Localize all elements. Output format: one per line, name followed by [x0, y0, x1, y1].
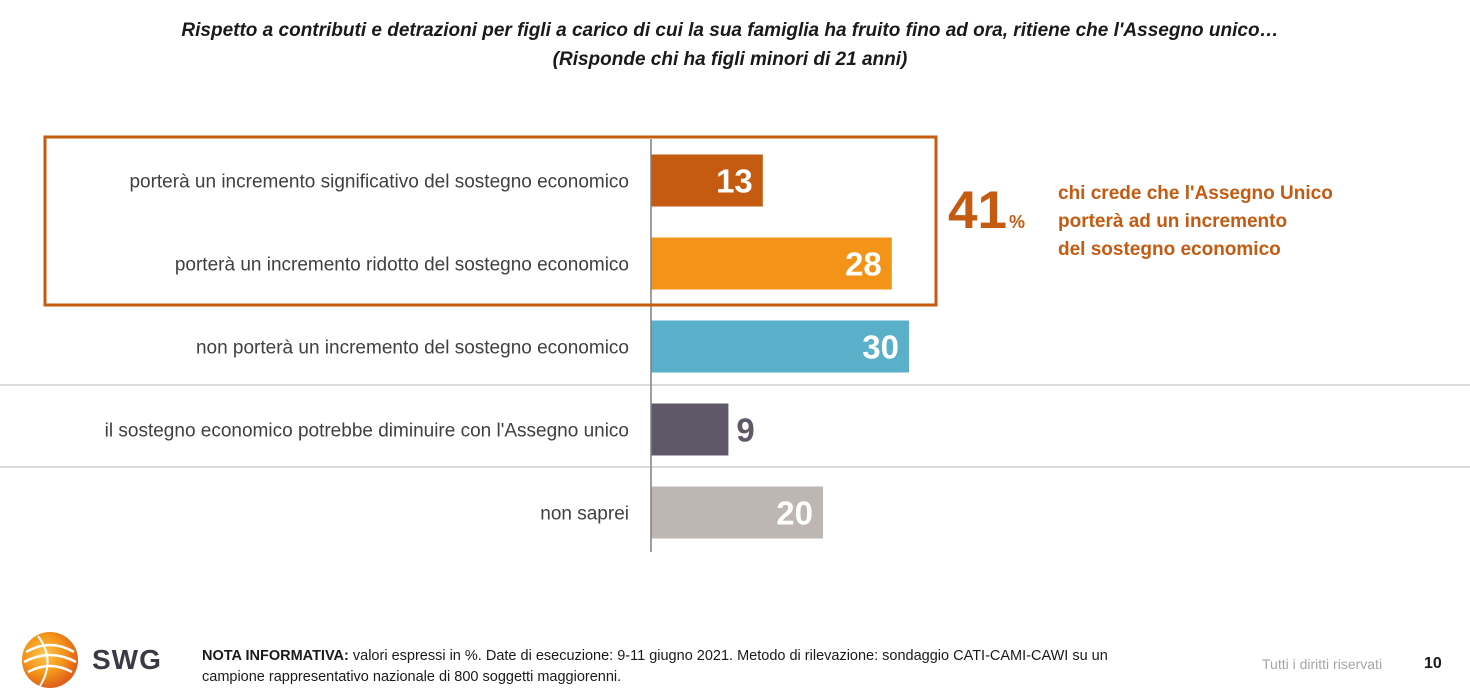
- bar: [651, 403, 729, 456]
- chart-title-line-1: Rispetto a contributi e detrazioni per f…: [181, 20, 1279, 41]
- highlight-box: [43, 135, 938, 307]
- category-label: non saprei: [540, 504, 629, 525]
- callout-line-2: porterà ad un incremento: [1058, 211, 1288, 232]
- chart-title: Rispetto a contributi e detrazioni per f…: [0, 16, 1460, 74]
- note-label: NOTA INFORMATIVA:: [202, 648, 349, 664]
- callout-total-value: 41: [948, 181, 1007, 240]
- page-number: 10: [1424, 655, 1442, 672]
- value-label: 9: [736, 412, 754, 449]
- category-label: porterà un incremento ridotto del sosteg…: [175, 255, 629, 276]
- category-label: porterà un incremento significativo del …: [129, 172, 629, 193]
- category-label: non porterà un incremento del sostegno e…: [196, 338, 629, 359]
- methodology-note: NOTA INFORMATIVA: valori espressi in %. …: [202, 646, 1162, 688]
- bar: [651, 486, 823, 539]
- value-label: 13: [716, 163, 753, 200]
- rights-text: Tutti i diritti riservati: [1262, 656, 1383, 672]
- callout-line-1: chi crede che l'Assegno Unico: [1058, 183, 1333, 204]
- bar-chart: porterà un incremento significativo del …: [0, 135, 1470, 552]
- callout-total-unit: %: [1008, 212, 1025, 232]
- chart-subtitle: (Risponde chi ha figli minori di 21 anni…: [552, 49, 908, 70]
- logo-text: SWG: [92, 644, 162, 675]
- swg-logo-icon: [22, 632, 78, 688]
- category-label: il sostegno economico potrebbe diminuire…: [105, 421, 629, 442]
- callout-description: chi crede che l'Assegno Unico porterà ad…: [1058, 180, 1358, 264]
- bar: [651, 237, 892, 290]
- callout-total: 41%: [948, 181, 1025, 252]
- value-label: 20: [776, 495, 813, 532]
- value-label: 28: [845, 246, 882, 283]
- note-text: valori espressi in %. Date di esecuzione…: [202, 648, 1108, 685]
- value-label: 30: [862, 329, 899, 366]
- callout-line-3: del sostegno economico: [1058, 239, 1281, 260]
- bar: [651, 320, 909, 373]
- bar: [651, 154, 763, 207]
